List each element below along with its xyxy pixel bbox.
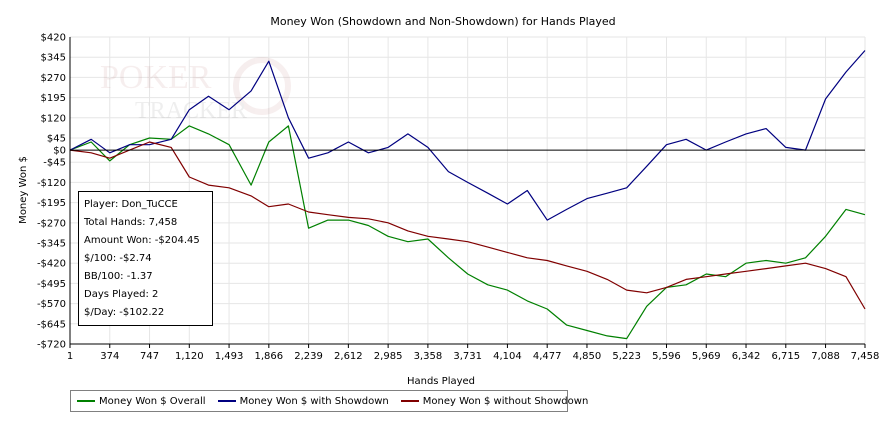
stat-amount-won: Amount Won: -$204.45: [84, 235, 200, 246]
stat-per-day: $/Day: -$102.22: [84, 307, 165, 318]
stat-days-played: Days Played: 2: [84, 289, 159, 300]
x-tick-label: 2,612: [334, 351, 363, 362]
x-tick-label: 1,120: [175, 351, 204, 362]
y-tick-label: $195: [41, 93, 66, 104]
svg-text:TRACKER: TRACKER: [135, 98, 247, 124]
x-axis-label: Hands Played: [407, 376, 475, 387]
series-line-3: [69, 141, 866, 310]
stat-per-100: $/100: -$2.74: [84, 253, 152, 264]
legend-label-non-showdown: Money Won $ without Showdown: [422, 395, 589, 407]
legend-swatch-overall: [77, 400, 95, 402]
axes: [69, 37, 866, 348]
y-tick-label: $420: [41, 33, 66, 44]
y-tick-label: $345: [41, 53, 66, 64]
poker-tracker-watermark: POKER TRACKER: [100, 57, 291, 124]
x-tick-label: 6,342: [732, 351, 761, 362]
x-tick-label: 4,477: [533, 351, 562, 362]
y-tick-label: -$270: [37, 218, 66, 229]
x-tick-label: 5,223: [612, 351, 641, 362]
x-tick-label: 2,985: [374, 351, 403, 362]
x-tick-label: 5,596: [652, 351, 681, 362]
x-tick-label: 747: [140, 351, 159, 362]
chart-title: Money Won (Showdown and Non-Showdown) fo…: [270, 15, 615, 28]
svg-text:POKER: POKER: [100, 59, 212, 96]
y-tick-labels: $420 $345 $270 $195 $120 $45 $0-$45 -$120 -$195 -…: [37, 33, 66, 351]
x-tick-label: 1,493: [215, 351, 244, 362]
x-tick-labels: 1 374 747 1,120 1,493 1,866 2,239 2,612 2,985 3,3…: [67, 351, 880, 362]
legend: Money Won $ Overall Money Won $ with Sho…: [70, 390, 588, 412]
y-tick-label: -$195: [37, 198, 66, 209]
legend-label-showdown: Money Won $ with Showdown: [239, 395, 389, 407]
legend-swatch-non-showdown: [400, 400, 419, 402]
legend-item-overall: Money Won $ Overall: [77, 396, 206, 407]
legend-swatch-showdown: [217, 400, 236, 402]
x-tick-label: 3,731: [453, 351, 482, 362]
x-tick-label: 374: [100, 351, 119, 362]
y-tick-label: -$570: [37, 299, 66, 310]
x-tick-label: 2,239: [294, 351, 323, 362]
y-tick-label: -$645: [37, 319, 66, 330]
y-tick-label: -$45: [43, 158, 66, 169]
y-axis-label: Money Won $: [18, 156, 29, 224]
y-tick-label: $120: [41, 113, 66, 124]
y-tick-label: -$420: [37, 259, 66, 270]
y-tick-label: $270: [41, 73, 66, 84]
series-line-2: [69, 50, 866, 221]
stat-bb-100: BB/100: -1.37: [84, 271, 153, 282]
x-tick-label: 7,458: [851, 351, 880, 362]
y-tick-label: -$720: [37, 340, 66, 351]
x-tick-label: 5,969: [692, 351, 721, 362]
x-tick-label: 6,715: [771, 351, 800, 362]
legend-label-overall: Money Won $ Overall: [99, 395, 206, 407]
y-tick-label: -$120: [37, 178, 66, 189]
y-tick-label: -$495: [37, 279, 66, 290]
x-tick-label: 4,104: [493, 351, 522, 362]
stat-player: Player: Don_TuCCE: [84, 199, 178, 210]
series-lines: [69, 50, 866, 340]
player-stats-box: Player: Don_TuCCE Total Hands: 7,458 Amo…: [78, 191, 213, 326]
x-tick-label: 4,850: [573, 351, 602, 362]
x-tick-label: 1: [67, 351, 73, 362]
y-tick-label: -$345: [37, 239, 66, 250]
y-tick-label: $0: [53, 146, 66, 157]
series-line-1: [69, 125, 866, 340]
stat-total-hands: Total Hands: 7,458: [84, 217, 178, 228]
x-tick-label: 7,088: [811, 351, 840, 362]
x-tick-label: 1,866: [255, 351, 284, 362]
x-tick-label: 3,358: [414, 351, 443, 362]
legend-item-showdown: Money Won $ with Showdown: [217, 395, 389, 407]
legend-item-non-showdown: Money Won $ without Showdown: [400, 395, 589, 407]
y-tick-label: $45: [47, 133, 66, 144]
